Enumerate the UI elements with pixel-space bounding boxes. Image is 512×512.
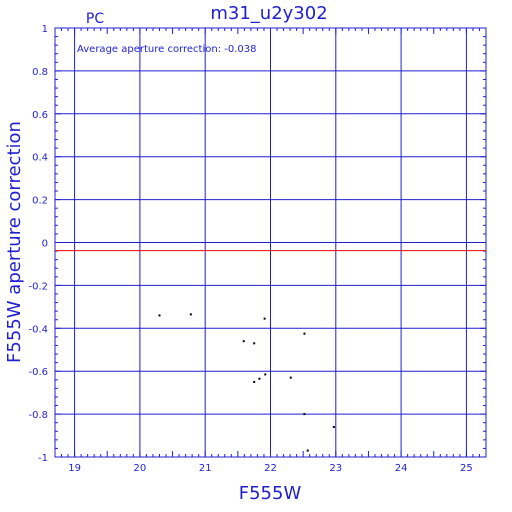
x-tick-label: 23 [329, 463, 342, 474]
average-correction-annotation: Average aperture correction: -0.038 [77, 44, 257, 55]
x-tick-label: 19 [68, 463, 81, 474]
x-tick-labels: 19 20 21 22 23 24 25 [68, 463, 473, 474]
data-point [332, 425, 335, 428]
y-tick-label: -1 [38, 453, 48, 464]
x-axis-label: F555W [239, 483, 302, 504]
plot-frame [54, 27, 487, 458]
y-tick-label: 1 [42, 24, 48, 35]
data-point [303, 332, 306, 335]
data-point [264, 373, 267, 376]
data-point [242, 340, 245, 343]
y-tick-label: 0 [42, 239, 48, 250]
data-point [158, 314, 161, 317]
y-axis-label: F555W aperture correction [4, 121, 25, 363]
data-point [303, 413, 306, 416]
data-point [289, 376, 292, 379]
data-point [189, 313, 192, 316]
data-points [158, 313, 335, 452]
data-point [263, 317, 266, 320]
y-tick-label: 0.6 [32, 110, 48, 121]
data-point [253, 342, 256, 345]
x-tick-label: 25 [460, 463, 473, 474]
y-tick-label: -0.6 [28, 367, 48, 378]
y-tick-label: -0.2 [28, 281, 48, 292]
data-point [306, 449, 309, 452]
y-tick-labels: 1 0.8 0.6 0.4 0.2 0 -0.2 -0.4 -0.6 -0.8 -1 [28, 24, 48, 464]
y-tick-label: 0.4 [32, 153, 48, 164]
data-point [258, 377, 261, 380]
x-tick-label: 24 [395, 463, 408, 474]
chart-title: m31_u2y302 [210, 3, 327, 24]
data-point [253, 380, 256, 383]
x-tick-label: 20 [134, 463, 147, 474]
y-tick-label: -0.4 [28, 324, 48, 335]
y-tick-label: 0.8 [32, 67, 48, 78]
detector-label: PC [86, 11, 104, 27]
y-tick-label: 0.2 [32, 196, 48, 207]
y-tick-label: -0.8 [28, 410, 48, 421]
x-tick-label: 21 [199, 463, 212, 474]
x-tick-label: 22 [264, 463, 277, 474]
